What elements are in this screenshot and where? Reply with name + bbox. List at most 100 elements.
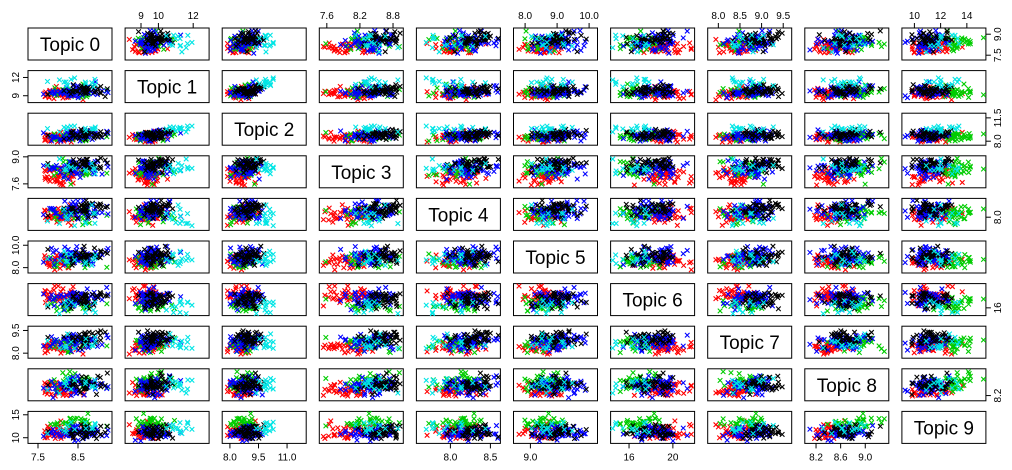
scatter-point xyxy=(909,32,915,38)
scatter-point xyxy=(377,124,383,130)
panel-r1-c6 xyxy=(609,70,696,104)
panel-r1-c4 xyxy=(415,70,502,104)
panel-r0-c2 xyxy=(221,27,307,61)
scatter-point xyxy=(395,44,401,51)
scatter-point xyxy=(634,75,640,81)
scatter-point xyxy=(452,28,459,34)
scatter-point xyxy=(63,126,70,132)
scatter-point xyxy=(935,75,942,81)
scatter-point xyxy=(183,44,189,51)
diagonal-label: Topic 2 xyxy=(234,120,294,141)
scatter-point xyxy=(251,50,257,56)
scatter-point xyxy=(126,36,133,43)
panel-frame xyxy=(27,27,113,61)
panel-frame xyxy=(124,27,210,61)
scatter-point xyxy=(577,28,583,34)
scatter-point xyxy=(846,30,853,36)
scatter-point xyxy=(434,138,440,144)
scatter-point xyxy=(337,128,344,134)
scatter-point xyxy=(624,81,631,87)
scatter-point xyxy=(881,41,887,47)
panel-r1-c5 xyxy=(513,70,598,104)
panel-r0-c0: Topic 0 xyxy=(27,27,113,61)
panel-r2-c7 xyxy=(707,112,793,146)
panel-r2-c3 xyxy=(318,112,404,146)
scatter-point xyxy=(436,49,442,55)
panel-frame xyxy=(221,27,307,61)
scatter-point xyxy=(949,32,955,38)
scatter-point xyxy=(397,30,403,36)
scatter-point xyxy=(141,49,148,55)
scatter-point xyxy=(952,76,958,83)
scatter-point xyxy=(163,33,170,39)
scatter-point xyxy=(170,32,177,38)
panel-r2-c8 xyxy=(804,112,890,146)
scatter-point xyxy=(684,128,690,135)
scatter-point xyxy=(569,79,575,85)
scatter-point xyxy=(713,97,719,103)
panel-r2-c5 xyxy=(513,112,598,146)
scatter-point xyxy=(142,40,149,47)
scatter-point xyxy=(458,76,464,83)
scatter-point xyxy=(680,43,687,50)
scatter-point xyxy=(56,77,63,83)
scatter-point xyxy=(160,46,167,52)
panel-r0-c1 xyxy=(124,27,210,61)
scatter-point xyxy=(980,131,987,137)
panel-r1-c8 xyxy=(804,70,890,104)
scatter-point xyxy=(856,75,863,81)
panel-r0-c4 xyxy=(415,27,502,61)
scatter-point xyxy=(620,126,626,132)
scatter-point xyxy=(961,81,967,87)
scatter-point xyxy=(189,123,195,129)
scatter-point xyxy=(581,135,587,141)
scatter-point xyxy=(680,35,686,41)
scatter-point xyxy=(136,50,143,56)
scatter-point xyxy=(263,49,269,55)
scatter-point xyxy=(189,39,195,46)
panel-r2-c0 xyxy=(27,112,113,146)
scatter-point xyxy=(157,32,163,39)
scatter-point xyxy=(423,75,429,81)
scatter-point xyxy=(424,88,430,95)
diagonal-label: Topic 1 xyxy=(137,78,197,99)
scatter-point xyxy=(864,30,871,37)
panel-r2-c4 xyxy=(415,112,502,146)
scatter-point xyxy=(634,49,641,55)
scatter-point xyxy=(71,123,78,129)
scatter-point xyxy=(323,41,329,47)
scatter-point xyxy=(175,33,181,40)
panel-r2-c1 xyxy=(124,112,210,146)
scatter-point xyxy=(807,134,813,140)
scatter-point xyxy=(353,124,359,130)
scatter-point xyxy=(775,93,782,100)
scatter-point xyxy=(760,76,767,83)
scatter-point xyxy=(868,31,875,37)
scatter-point xyxy=(820,77,826,83)
scatter-point xyxy=(820,97,827,103)
diagonal-label: Topic 0 xyxy=(40,35,100,56)
scatter-point xyxy=(523,28,529,34)
scatter-point xyxy=(583,127,589,134)
scatter-point xyxy=(815,36,821,42)
scatter-point xyxy=(715,44,722,50)
scatter-point xyxy=(328,129,334,136)
scatter-point xyxy=(376,78,382,85)
scatter-point xyxy=(649,30,656,36)
scatter-point xyxy=(433,94,439,101)
scatter-point xyxy=(426,93,432,99)
scatter-point xyxy=(185,32,191,38)
scatter-point xyxy=(426,138,432,144)
scatter-point xyxy=(578,32,584,39)
scatter-point xyxy=(965,94,972,101)
scatter-point xyxy=(628,126,635,132)
scatter-point xyxy=(807,88,813,94)
scatter-point xyxy=(877,28,883,34)
panel-r0-c9 xyxy=(901,27,987,61)
scatter-point xyxy=(102,93,108,100)
scatter-point xyxy=(169,42,176,48)
scatter-point xyxy=(126,134,133,141)
scatter-point xyxy=(904,95,911,101)
panel-r0-c8 xyxy=(804,27,890,61)
